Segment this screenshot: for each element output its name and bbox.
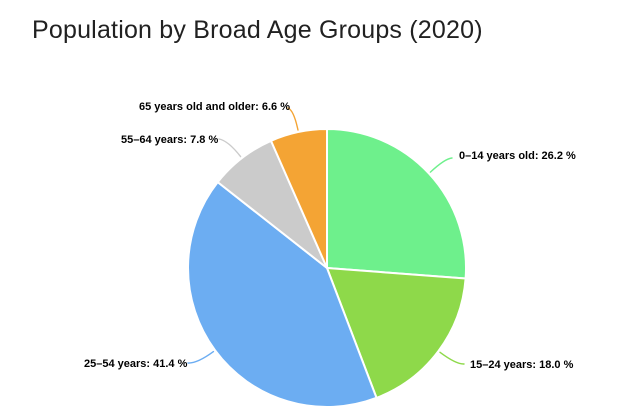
chart-title: Population by Broad Age Groups (2020)	[32, 16, 483, 44]
pie-slice-25-54-years[interactable]	[187, 181, 378, 408]
slice-label-0-14: 0–14 years old: 26.2 %	[459, 150, 576, 162]
leader-line-15-24-years	[439, 351, 465, 365]
pie-slice-65-plus[interactable]	[270, 128, 328, 269]
leader-line-65-plus	[287, 107, 299, 131]
pie-slice-15-24-years[interactable]	[326, 267, 467, 399]
leader-line-0-14-years-old	[429, 157, 453, 173]
leader-line-55-64-years	[218, 138, 242, 158]
slice-label-65-plus: 65 years old and older: 6.6 %	[139, 101, 291, 113]
slice-label-55-64: 55–64 years: 7.8 %	[121, 134, 219, 146]
slice-label-25-54: 25–54 years: 41.4 %	[84, 358, 188, 370]
slice-label-15-24: 15–24 years: 18.0 %	[470, 359, 574, 371]
pie-slice-0-14-years-old[interactable]	[326, 128, 468, 280]
leader-line-25-54-years	[187, 350, 215, 364]
